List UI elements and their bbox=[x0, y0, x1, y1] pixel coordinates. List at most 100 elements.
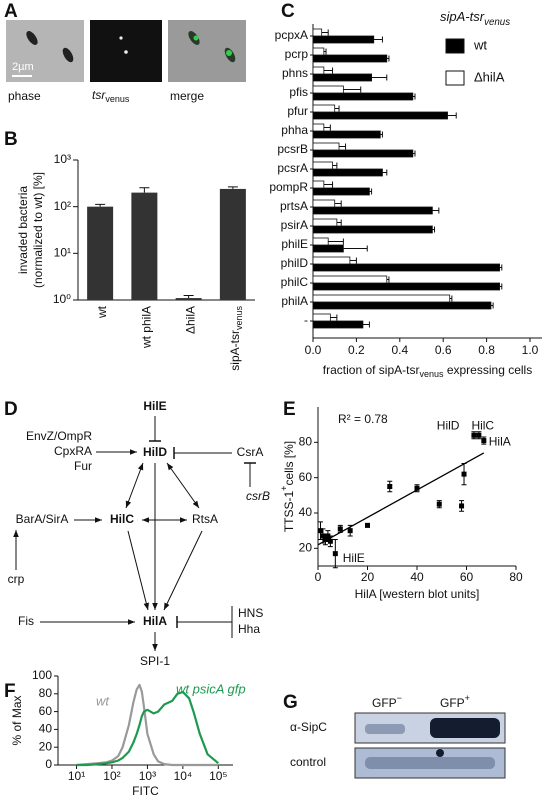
row-label: α-SipC bbox=[290, 720, 327, 734]
bar bbox=[312, 301, 492, 310]
bar bbox=[312, 263, 501, 272]
y-tick-label: pompR bbox=[269, 180, 308, 194]
node: csrB bbox=[246, 489, 270, 503]
y-tick-label: 10³ bbox=[54, 152, 71, 166]
x-axis-label-part: HilA [western blot units] bbox=[355, 587, 480, 601]
panel-letter: B bbox=[4, 129, 18, 150]
x-tick-label: 0 bbox=[315, 570, 322, 584]
bar bbox=[312, 142, 340, 151]
bar bbox=[312, 85, 344, 94]
error-bar bbox=[499, 283, 503, 290]
caption-part: merge bbox=[170, 89, 204, 103]
bar bbox=[312, 187, 370, 196]
y-tick-label: pcpxA bbox=[275, 28, 308, 42]
point bbox=[347, 528, 353, 534]
panel-letter: A bbox=[4, 1, 18, 22]
error-bar bbox=[373, 36, 383, 43]
bar bbox=[312, 282, 501, 291]
point bbox=[481, 438, 487, 444]
x-axis-label: HilA [western blot units] bbox=[355, 587, 480, 601]
bar bbox=[312, 54, 388, 63]
node: Hha bbox=[238, 622, 260, 636]
x-axis-label-part: venus bbox=[419, 369, 444, 379]
band bbox=[430, 718, 500, 738]
point bbox=[337, 526, 343, 532]
y-tick-label: 40 bbox=[39, 722, 53, 736]
error-bar bbox=[139, 187, 150, 193]
y-tick-label: pcrp bbox=[285, 47, 309, 61]
y-tick-label: psirA bbox=[281, 218, 308, 232]
y-axis-label-part: + bbox=[279, 486, 289, 491]
x-tick-label-part: wt bbox=[95, 305, 109, 319]
node: CsrA bbox=[237, 445, 264, 459]
x-tick-label: 10³ bbox=[139, 769, 156, 783]
bar bbox=[312, 168, 383, 177]
y-tick-label: 80 bbox=[39, 686, 53, 700]
legend-label: ΔhilA bbox=[474, 69, 505, 84]
series-line bbox=[76, 690, 220, 767]
error-bar bbox=[349, 257, 357, 264]
bar bbox=[312, 275, 388, 284]
node: RtsA bbox=[192, 512, 218, 526]
bar bbox=[312, 256, 351, 265]
legend-label: wt bbox=[473, 37, 487, 52]
error-bar bbox=[412, 93, 416, 100]
error-bar bbox=[499, 264, 503, 271]
error-bar bbox=[369, 188, 373, 195]
bar bbox=[312, 206, 433, 215]
spot bbox=[226, 50, 232, 56]
point bbox=[365, 522, 370, 528]
annotation: HilA bbox=[489, 435, 511, 449]
scale-bar-label: 2µm bbox=[12, 61, 34, 73]
legend-title-part: sipA-tsr bbox=[440, 9, 485, 24]
y-tick-label: 40 bbox=[299, 505, 313, 519]
error-bar bbox=[362, 321, 370, 328]
bar bbox=[312, 199, 336, 208]
y-tick-label: 20 bbox=[39, 739, 53, 753]
spot bbox=[124, 50, 128, 54]
fit-line bbox=[317, 452, 485, 546]
x-tick-label: 60 bbox=[460, 570, 474, 584]
error-bar bbox=[183, 294, 194, 299]
annotation: HilD bbox=[437, 419, 460, 433]
panel-letter: C bbox=[281, 1, 295, 22]
x-axis-label: fraction of sipA-tsrvenus expressing cel… bbox=[323, 363, 532, 379]
y-axis-label-part: TTSS-1 bbox=[282, 490, 296, 532]
x-tick-label-part: wt philA bbox=[140, 306, 154, 349]
edge bbox=[127, 530, 149, 611]
cell bbox=[62, 47, 74, 63]
micrographs: 2µm bbox=[6, 20, 246, 82]
caption-part: venus bbox=[105, 94, 130, 104]
y-tick-label: pfur bbox=[287, 104, 308, 118]
x-tick-label: 20 bbox=[361, 570, 375, 584]
x-tick-label-part: sipA-tsr bbox=[228, 330, 242, 371]
node: Fis bbox=[18, 614, 34, 628]
error-bar bbox=[386, 55, 390, 62]
bar bbox=[175, 298, 202, 300]
annotation: HilE bbox=[343, 551, 365, 565]
error-bar bbox=[447, 112, 457, 119]
point bbox=[471, 432, 477, 438]
point bbox=[414, 485, 420, 491]
bar bbox=[312, 130, 381, 139]
x-tick-label: 10¹ bbox=[68, 769, 85, 783]
annotation: HilC bbox=[471, 419, 494, 433]
band bbox=[365, 757, 495, 769]
error-bar bbox=[323, 181, 334, 188]
error-bar bbox=[432, 207, 440, 214]
x-tick-label-part: venus bbox=[234, 306, 244, 331]
spot bbox=[193, 35, 199, 41]
y-axis-label: invaded bacteria bbox=[16, 186, 30, 274]
caption: phase bbox=[8, 89, 41, 103]
bar bbox=[312, 28, 323, 37]
error-bar bbox=[227, 186, 238, 189]
x-tick-label: ΔhilA bbox=[184, 306, 198, 334]
y-tick-label: 20 bbox=[299, 541, 313, 555]
error-bar bbox=[95, 203, 106, 207]
error-bar bbox=[432, 226, 436, 233]
x-tick-label-part: ΔhilA bbox=[184, 306, 198, 334]
edge bbox=[125, 462, 144, 509]
bar bbox=[131, 192, 158, 300]
y-axis-label: % of Max bbox=[10, 695, 24, 745]
error-bar bbox=[490, 302, 494, 309]
